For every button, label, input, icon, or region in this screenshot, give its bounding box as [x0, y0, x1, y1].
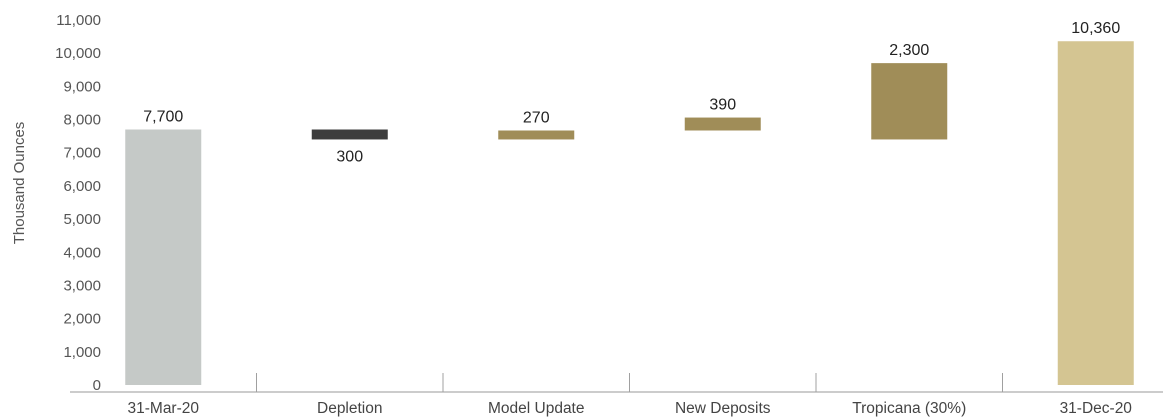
data-label: 300	[336, 148, 363, 165]
y-tick-label: 11,000	[56, 12, 101, 29]
bar-31-mar-20	[125, 129, 202, 385]
y-tick-label: 3,000	[63, 277, 101, 294]
x-axis-separators	[256, 373, 1003, 392]
y-axis-ticks: 0 1,000 2,000 3,000 4,000 5,000 6,000 7,000 8,00…	[55, 12, 101, 394]
bar-31-dec-20	[1057, 41, 1134, 386]
data-label: 10,360	[1071, 20, 1120, 37]
data-label: 7,700	[143, 109, 183, 126]
category-label: Tropicana (30%)	[852, 400, 966, 417]
y-tick-label: 1,000	[63, 344, 101, 361]
category-label: 31-Mar-20	[128, 400, 200, 417]
y-tick-label: 7,000	[63, 145, 101, 162]
y-tick-label: 10,000	[55, 45, 101, 62]
bar-new-deposits	[684, 117, 761, 131]
y-tick-label: 8,000	[63, 112, 101, 129]
data-label: 390	[709, 97, 736, 114]
category-label: 31-Dec-20	[1060, 400, 1133, 417]
y-axis-title: Thousand Ounces	[11, 122, 28, 245]
y-tick-label: 9,000	[63, 78, 101, 95]
category-label: Model Update	[488, 400, 585, 417]
bar-depletion	[311, 129, 388, 140]
category-label: New Deposits	[675, 400, 771, 417]
y-tick-label: 2,000	[63, 311, 101, 328]
y-tick-label: 4,000	[63, 244, 101, 261]
category-label: Depletion	[317, 400, 383, 417]
category-labels: 31-Mar-20 Depletion Model Update New Deposi…	[128, 400, 1133, 417]
bars	[125, 41, 1134, 386]
bar-tropicana-30	[871, 63, 948, 140]
y-tick-label: 5,000	[63, 211, 101, 228]
data-label: 2,300	[889, 42, 929, 59]
y-tick-label: 6,000	[63, 178, 101, 195]
bar-model-update	[498, 130, 575, 140]
y-tick-label: 0	[93, 377, 101, 394]
data-label: 270	[523, 109, 550, 126]
data-labels: 7,700 300 270 390 2,300 10,360	[143, 20, 1120, 165]
